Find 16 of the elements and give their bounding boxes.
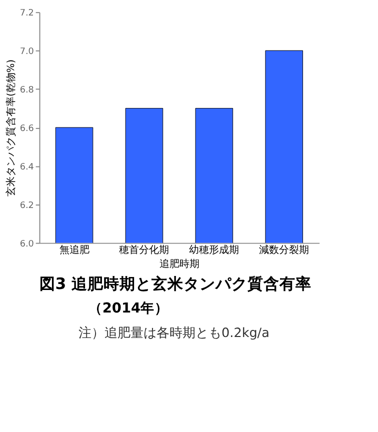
- y-axis-title: 玄米タンパク質含有率(乾物%): [4, 59, 17, 196]
- y-tick-label: 6.6: [20, 124, 34, 134]
- text: 図3 追肥時期と玄米タンパク質含有率: [39, 274, 312, 293]
- x-axis-title: 追肥時期: [160, 258, 200, 270]
- text: 注）追肥量は各時期とも0.2kg/a: [78, 326, 270, 342]
- y-tick-label: 7.2: [20, 8, 34, 19]
- x-tick-label: 無追肥: [59, 244, 90, 256]
- x-tick-label: 減数分裂期: [259, 244, 310, 256]
- y-tick-label: 6.0: [20, 239, 34, 250]
- y-tick-label: 6.4: [20, 162, 34, 172]
- y-tick-label: 7.0: [20, 46, 34, 57]
- x-tick-label: 幼穂形成期: [189, 244, 240, 256]
- y-tick-label: 6.8: [20, 85, 34, 96]
- y-tick-label: 6.2: [20, 200, 34, 211]
- text: （2014年）: [88, 300, 169, 317]
- x-tick-label: 穂首分化期: [119, 244, 170, 256]
